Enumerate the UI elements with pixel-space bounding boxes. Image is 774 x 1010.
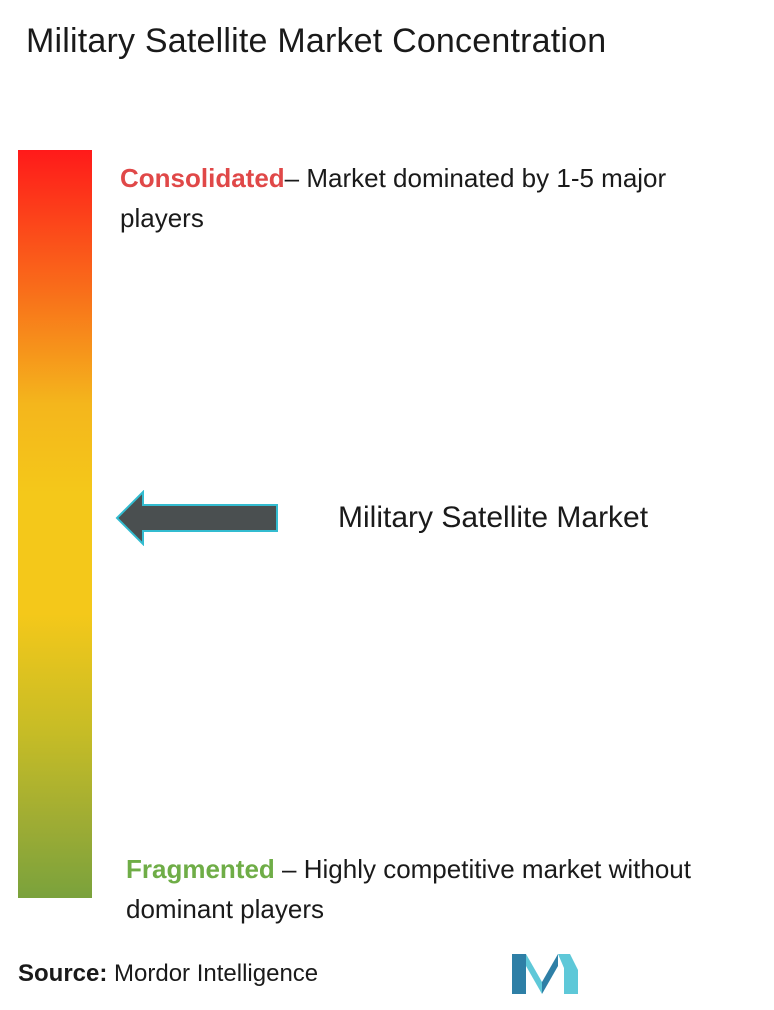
source-value: Mordor Intelligence <box>107 960 319 987</box>
consolidated-term: Consolidated <box>120 163 285 193</box>
concentration-scale-bar <box>18 150 92 898</box>
consolidated-text: – Market dominated by 1-5 major players <box>120 163 667 233</box>
market-label: Military Satellite Market <box>338 501 649 534</box>
left-arrow-icon <box>115 490 278 546</box>
fragmented-term: Fragmented <box>126 854 275 884</box>
mordor-intelligence-logo <box>512 954 578 994</box>
source-label: Source: <box>18 960 108 987</box>
fragmented-text: – Highly competitive market without domi… <box>126 854 691 924</box>
fragmented-description: Fragmented – Highly competitive market w… <box>126 849 746 929</box>
source-line: Source: Mordor Intelligence <box>18 956 318 992</box>
arrow-shape <box>115 490 278 546</box>
page-title: Military Satellite Market Concentration <box>26 22 607 60</box>
consolidated-description: Consolidated– Market dominated by 1-5 ma… <box>120 158 720 238</box>
